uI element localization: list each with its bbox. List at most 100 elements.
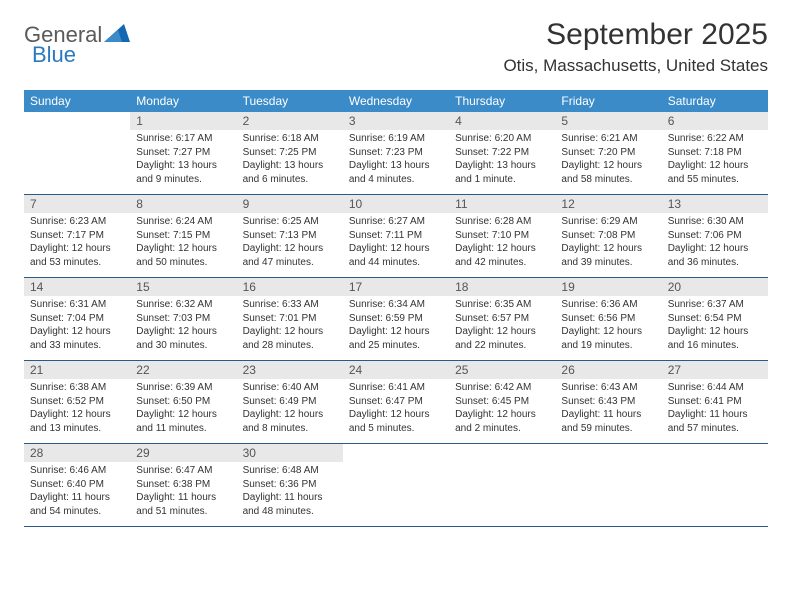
sunset-text: Sunset: 7:01 PM (243, 312, 337, 326)
sunset-text: Sunset: 6:43 PM (561, 395, 655, 409)
sunrise-text: Sunrise: 6:28 AM (455, 215, 549, 229)
day-number-cell: 30 (237, 444, 343, 462)
daylight-text: Daylight: 12 hours and 11 minutes. (136, 408, 230, 435)
day-number-cell: 23 (237, 361, 343, 379)
day-body-cell: Sunrise: 6:19 AMSunset: 7:23 PMDaylight:… (343, 130, 449, 194)
daylight-text: Daylight: 12 hours and 2 minutes. (455, 408, 549, 435)
daylight-text: Daylight: 12 hours and 5 minutes. (349, 408, 443, 435)
sunrise-text: Sunrise: 6:36 AM (561, 298, 655, 312)
sunrise-text: Sunrise: 6:31 AM (30, 298, 124, 312)
sunrise-text: Sunrise: 6:35 AM (455, 298, 549, 312)
sunset-text: Sunset: 6:38 PM (136, 478, 230, 492)
sunset-text: Sunset: 6:49 PM (243, 395, 337, 409)
day-body-cell (343, 462, 449, 526)
day-body-cell: Sunrise: 6:29 AMSunset: 7:08 PMDaylight:… (555, 213, 661, 277)
sunrise-text: Sunrise: 6:19 AM (349, 132, 443, 146)
day-body-cell: Sunrise: 6:46 AMSunset: 6:40 PMDaylight:… (24, 462, 130, 526)
title-block: September 2025 Otis, Massachusetts, Unit… (503, 18, 768, 76)
sunset-text: Sunset: 7:22 PM (455, 146, 549, 160)
daylight-text: Daylight: 11 hours and 59 minutes. (561, 408, 655, 435)
daylight-text: Daylight: 12 hours and 25 minutes. (349, 325, 443, 352)
sunset-text: Sunset: 6:47 PM (349, 395, 443, 409)
day-body-cell: Sunrise: 6:47 AMSunset: 6:38 PMDaylight:… (130, 462, 236, 526)
daylight-text: Daylight: 12 hours and 39 minutes. (561, 242, 655, 269)
day-body-cell: Sunrise: 6:38 AMSunset: 6:52 PMDaylight:… (24, 379, 130, 443)
sunset-text: Sunset: 6:57 PM (455, 312, 549, 326)
daylight-text: Daylight: 13 hours and 1 minute. (455, 159, 549, 186)
dow-thursday: Thursday (449, 90, 555, 112)
sunrise-text: Sunrise: 6:33 AM (243, 298, 337, 312)
day-body-cell: Sunrise: 6:24 AMSunset: 7:15 PMDaylight:… (130, 213, 236, 277)
day-body-cell: Sunrise: 6:36 AMSunset: 6:56 PMDaylight:… (555, 296, 661, 360)
week-body-row: Sunrise: 6:31 AMSunset: 7:04 PM Daylight:… (24, 296, 768, 361)
day-number-cell: 1 (130, 112, 236, 130)
day-number-cell: 29 (130, 444, 236, 462)
dow-tuesday: Tuesday (237, 90, 343, 112)
dow-monday: Monday (130, 90, 236, 112)
sunset-text: Sunset: 7:23 PM (349, 146, 443, 160)
logo-triangle-icon (104, 24, 130, 46)
day-body-cell: Sunrise: 6:32 AMSunset: 7:03 PMDaylight:… (130, 296, 236, 360)
daylight-text: Daylight: 12 hours and 47 minutes. (243, 242, 337, 269)
day-number-cell: 13 (662, 195, 768, 213)
sunset-text: Sunset: 7:04 PM (30, 312, 124, 326)
day-body-cell (555, 462, 661, 526)
day-body-cell: Sunrise: 6:27 AMSunset: 7:11 PMDaylight:… (343, 213, 449, 277)
sunset-text: Sunset: 6:36 PM (243, 478, 337, 492)
sunset-text: Sunset: 6:40 PM (30, 478, 124, 492)
day-number-cell: 4 (449, 112, 555, 130)
daylight-text: Daylight: 12 hours and 42 minutes. (455, 242, 549, 269)
day-body-cell: Sunrise: 6:31 AMSunset: 7:04 PMDaylight:… (24, 296, 130, 360)
sunrise-text: Sunrise: 6:42 AM (455, 381, 549, 395)
location-subtitle: Otis, Massachusetts, United States (503, 56, 768, 76)
daylight-text: Daylight: 12 hours and 16 minutes. (668, 325, 762, 352)
day-body-cell (449, 462, 555, 526)
page-header: General Blue September 2025 Otis, Massac… (24, 18, 768, 76)
daylight-text: Daylight: 12 hours and 22 minutes. (455, 325, 549, 352)
day-number-cell: 14 (24, 278, 130, 296)
week-body-row: Sunrise: 6:46 AMSunset: 6:40 PMDaylight:… (24, 462, 768, 527)
sunrise-text: Sunrise: 6:30 AM (668, 215, 762, 229)
day-body-cell (24, 130, 130, 194)
day-body-cell: Sunrise: 6:41 AMSunset: 6:47 PMDaylight:… (343, 379, 449, 443)
sunset-text: Sunset: 6:50 PM (136, 395, 230, 409)
sunset-text: Sunset: 7:03 PM (136, 312, 230, 326)
daylight-text: Daylight: 12 hours and 30 minutes. (136, 325, 230, 352)
sunset-text: Sunset: 7:13 PM (243, 229, 337, 243)
day-number-cell: 7 (24, 195, 130, 213)
sunset-text: Sunset: 7:06 PM (668, 229, 762, 243)
sunrise-text: Sunrise: 6:38 AM (30, 381, 124, 395)
day-body-cell: Sunrise: 6:21 AMSunset: 7:20 PMDaylight:… (555, 130, 661, 194)
day-number-cell: 17 (343, 278, 449, 296)
day-body-cell: Sunrise: 6:18 AMSunset: 7:25 PMDaylight:… (237, 130, 343, 194)
daylight-text: Daylight: 12 hours and 58 minutes. (561, 159, 655, 186)
sunrise-text: Sunrise: 6:22 AM (668, 132, 762, 146)
sunrise-text: Sunrise: 6:41 AM (349, 381, 443, 395)
day-number-cell (343, 444, 449, 462)
sunrise-text: Sunrise: 6:40 AM (243, 381, 337, 395)
dow-saturday: Saturday (662, 90, 768, 112)
daylight-text: Daylight: 11 hours and 48 minutes. (243, 491, 337, 518)
sunrise-text: Sunrise: 6:48 AM (243, 464, 337, 478)
day-body-cell: Sunrise: 6:40 AMSunset: 6:49 PMDaylight:… (237, 379, 343, 443)
day-number-cell (24, 112, 130, 130)
daylight-text: Daylight: 12 hours and 36 minutes. (668, 242, 762, 269)
sunrise-text: Sunrise: 6:32 AM (136, 298, 230, 312)
logo-text: General Blue (24, 24, 130, 66)
day-body-cell (662, 462, 768, 526)
week-number-row: 14151617181920 (24, 278, 768, 296)
daylight-text: Daylight: 12 hours and 50 minutes. (136, 242, 230, 269)
day-number-cell: 15 (130, 278, 236, 296)
daylight-text: Daylight: 11 hours and 51 minutes. (136, 491, 230, 518)
day-number-cell: 24 (343, 361, 449, 379)
dow-wednesday: Wednesday (343, 90, 449, 112)
day-body-cell: Sunrise: 6:17 AMSunset: 7:27 PMDaylight:… (130, 130, 236, 194)
daylight-text: Daylight: 13 hours and 9 minutes. (136, 159, 230, 186)
sunset-text: Sunset: 7:10 PM (455, 229, 549, 243)
daylight-text: Daylight: 12 hours and 55 minutes. (668, 159, 762, 186)
sunrise-text: Sunrise: 6:24 AM (136, 215, 230, 229)
sunrise-text: Sunrise: 6:47 AM (136, 464, 230, 478)
day-number-cell: 21 (24, 361, 130, 379)
day-body-cell: Sunrise: 6:23 AMSunset: 7:17 PMDaylight:… (24, 213, 130, 277)
daylight-text: Daylight: 11 hours and 54 minutes. (30, 491, 124, 518)
